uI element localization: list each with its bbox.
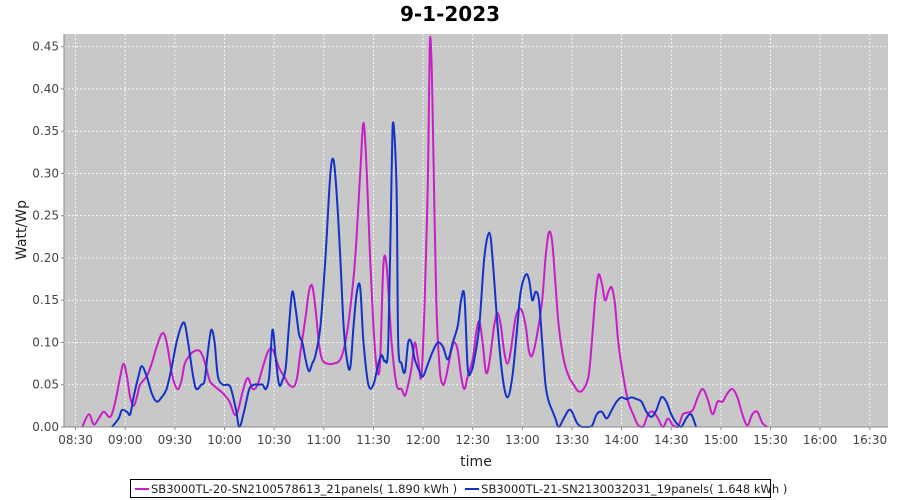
x-tick-label: 15:30 (753, 433, 788, 447)
x-tick-label: 08:30 (58, 433, 93, 447)
legend-item-series-1: SB3000TL-20-SN2100578613_21panels( 1.890… (135, 482, 457, 496)
x-tick-label: 12:30 (455, 433, 490, 447)
y-axis-label: Watt/Wp (14, 200, 30, 260)
x-tick-label: 14:00 (604, 433, 639, 447)
legend-swatch-series-2 (465, 487, 480, 490)
y-tick-label: 0.35 (32, 124, 59, 138)
legend-label-series-1: SB3000TL-20-SN2100578613_21panels( 1.890… (151, 481, 458, 496)
x-tick-label: 11:30 (356, 433, 391, 447)
x-tick-label: 14:30 (654, 433, 689, 447)
y-tick-label: 0.45 (32, 40, 59, 54)
series-line-2 (111, 121, 698, 428)
legend-label-series-2: SB3000TL-21-SN2130032031_19panels( 1.648… (481, 481, 788, 496)
x-tick-label: 09:00 (108, 433, 143, 447)
chart-title: 9-1-2023 (399, 2, 501, 26)
x-tick-label: 10:30 (257, 433, 292, 447)
y-tick-label: 0.15 (32, 293, 59, 307)
x-tick-label: 10:00 (207, 433, 242, 447)
series-line-1 (81, 35, 768, 428)
x-tick-label: 16:00 (803, 433, 838, 447)
y-tick-label: 0.20 (32, 251, 59, 265)
y-tick-label: 0.25 (32, 209, 59, 223)
x-tick-label: 15:00 (704, 433, 739, 447)
x-tick-label: 13:30 (555, 433, 590, 447)
x-tick-label: 16:30 (853, 433, 888, 447)
y-tick-label: 0.40 (32, 82, 59, 96)
grid-layer (64, 34, 888, 428)
plot-area (64, 34, 888, 427)
legend-item-series-2: SB3000TL-21-SN2130032031_19panels( 1.648… (465, 482, 787, 496)
legend: SB3000TL-20-SN2100578613_21panels( 1.890… (130, 479, 787, 498)
series-layer (81, 35, 768, 428)
x-tick-label: 13:00 (505, 433, 540, 447)
y-tick-label: 0.00 (32, 420, 59, 434)
tick-layer: 0.00 0.05 0.10 0.15 0.20 0.25 0.30 0.35 0.40 0.45… (32, 40, 887, 447)
y-tick-label: 0.05 (32, 378, 59, 392)
x-tick-label: 09:30 (158, 433, 193, 447)
y-tick-label: 0.30 (32, 166, 59, 180)
x-axis-label: time (460, 454, 492, 470)
y-tick-label: 0.10 (32, 335, 59, 349)
legend-swatch-series-1 (135, 487, 149, 490)
x-tick-label: 11:00 (306, 433, 341, 447)
x-tick-label: 12:00 (406, 433, 441, 447)
